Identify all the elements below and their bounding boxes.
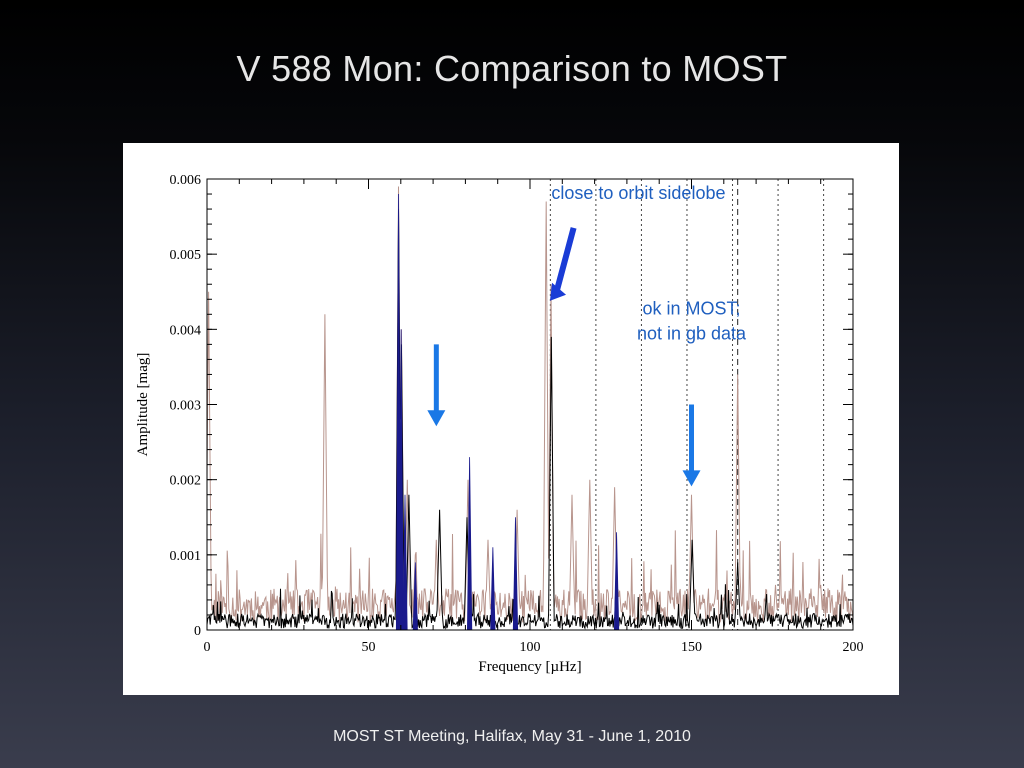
most-spectrum-line (206, 186, 854, 625)
plot-frame (206, 178, 854, 631)
slide-title: V 588 Mon: Comparison to MOST (236, 48, 788, 89)
chart-panel: 0 0.001 0.002 0.003 0.004 0.005 0.006 0 50 100 150… (123, 143, 899, 695)
y-tick-label: 0.001 (170, 549, 202, 564)
y-axis-label: Amplitude [mag] (135, 353, 151, 457)
x-tick-label: 100 (520, 640, 541, 655)
x-axis-label: Frequency [µHz] (478, 659, 581, 675)
annotation-orbit-sidelobe: close to orbit sidelobe (551, 183, 725, 203)
x-tick-label: 50 (362, 640, 376, 655)
annotation-ok-in-most-line: ok in MOST; (642, 298, 740, 318)
annotation-ok-in-most-line: not in gb data (637, 323, 747, 343)
x-tick-label: 200 (843, 640, 864, 655)
y-tick-label: 0.002 (170, 474, 202, 489)
arrow-gb-missing-right-head (682, 470, 701, 487)
arrow-orbit-sidelobe (553, 227, 577, 295)
x-tick-label: 150 (681, 640, 702, 655)
frequency-marker-peak (613, 532, 620, 631)
frequency-marker-peak (490, 547, 496, 631)
y-tick-label: 0.004 (170, 323, 202, 338)
arrowhead-orbit-sidelobe (550, 282, 567, 301)
slide-footer: MOST ST Meeting, Halifax, May 31 - June … (333, 728, 691, 745)
y-tick-label: 0 (194, 624, 201, 639)
y-tick-label: 0.003 (170, 399, 202, 414)
x-tick-label: 0 (204, 640, 211, 655)
amplitude-spectrum-chart: 0 0.001 0.002 0.003 0.004 0.005 0.006 0 50 100 150… (135, 173, 864, 675)
y-tick-label: 0.005 (170, 248, 202, 263)
y-tick-label: 0.006 (170, 173, 202, 188)
gb-spectrum-line (206, 209, 854, 630)
arrow-gb-missing-left-head (427, 410, 446, 427)
